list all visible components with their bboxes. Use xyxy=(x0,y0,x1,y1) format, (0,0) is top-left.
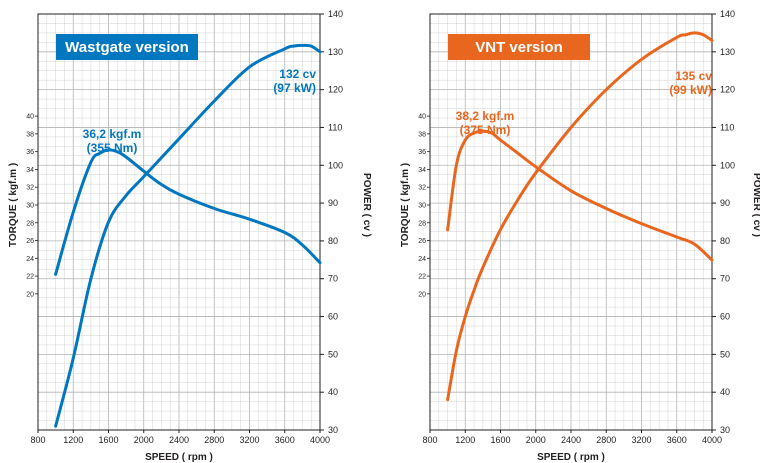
torque-tick-label: 38 xyxy=(26,131,34,138)
torque-tick-label: 34 xyxy=(418,167,426,174)
power-tick-label: 120 xyxy=(328,85,343,95)
torque-tick-label: 40 xyxy=(26,114,34,121)
power-tick-label: 40 xyxy=(720,387,730,397)
power-series-line xyxy=(446,31,714,402)
x-tick-label: 2400 xyxy=(169,435,189,445)
torque-tick-label: 20 xyxy=(26,291,34,298)
power-tick-label: 110 xyxy=(328,122,342,132)
torque-series-line xyxy=(446,129,714,262)
torque-tick-label: 32 xyxy=(418,185,426,192)
torque-tick-label: 38 xyxy=(418,131,426,138)
x-tick-label: 800 xyxy=(422,435,437,445)
power-axis-title: POWER ( cv ) xyxy=(361,173,372,237)
torque-peak-label: (355 Nm) xyxy=(87,141,138,155)
title-badge xyxy=(56,34,198,60)
x-tick-label: 2000 xyxy=(134,435,154,445)
power-axis-title: POWER ( cv ) xyxy=(751,173,760,237)
x-tick-label: 1200 xyxy=(63,435,83,445)
x-tick-label: 1200 xyxy=(455,435,475,445)
power-tick-label: 140 xyxy=(720,9,735,19)
power-tick-label: 100 xyxy=(720,160,735,170)
power-peak-label: 135 cv xyxy=(675,69,712,83)
chart-title: VNT version xyxy=(475,39,563,56)
torque-peak-label: (375 Nm) xyxy=(460,123,511,137)
torque-tick-label: 24 xyxy=(418,256,426,263)
power-peak-label: (97 kW) xyxy=(273,81,316,95)
power-tick-label: 30 xyxy=(720,425,730,435)
torque-peak-label: 38,2 kgf.m xyxy=(456,109,515,123)
x-tick-label: 2400 xyxy=(561,435,581,445)
torque-tick-label: 28 xyxy=(418,220,426,227)
x-tick-label: 2800 xyxy=(204,435,224,445)
x-tick-label: 3600 xyxy=(667,435,687,445)
x-tick-label: 1600 xyxy=(490,435,510,445)
power-tick-label: 80 xyxy=(720,236,730,246)
power-tick-label: 140 xyxy=(328,9,343,19)
x-tick-label: 4000 xyxy=(310,435,330,445)
torque-axis-title: TORQUE ( kgf.m ) xyxy=(400,163,411,247)
torque-tick-label: 36 xyxy=(418,149,426,156)
power-tick-label: 90 xyxy=(720,198,730,208)
power-tick-label: 30 xyxy=(328,425,338,435)
power-peak-label: (99 kW) xyxy=(669,83,712,97)
power-tick-label: 100 xyxy=(328,160,343,170)
chart-panel-2: 800 1200 1600 2000 2400 2800 3200 3600 400030405… xyxy=(400,9,760,463)
torque-axis-title: TORQUE ( kgf.m ) xyxy=(8,163,19,247)
x-tick-label: 2800 xyxy=(596,435,616,445)
x-tick-label: 3200 xyxy=(631,435,651,445)
power-tick-label: 130 xyxy=(720,47,735,57)
chart-title: Wastgate version xyxy=(65,39,189,56)
x-axis-title: SPEED ( rpm ) xyxy=(145,452,213,463)
torque-tick-label: 24 xyxy=(26,256,34,263)
power-tick-label: 50 xyxy=(328,349,338,359)
power-tick-label: 70 xyxy=(720,274,730,284)
power-tick-label: 110 xyxy=(720,122,734,132)
torque-tick-label: 26 xyxy=(26,238,34,245)
torque-tick-label: 30 xyxy=(26,202,34,209)
torque-tick-label: 22 xyxy=(418,274,426,281)
power-tick-label: 90 xyxy=(328,198,338,208)
torque-tick-label: 20 xyxy=(418,291,426,298)
title-badge xyxy=(448,34,590,60)
x-axis-title: SPEED ( rpm ) xyxy=(537,452,605,463)
x-tick-label: 1600 xyxy=(98,435,118,445)
torque-tick-label: 32 xyxy=(26,185,34,192)
torque-tick-label: 28 xyxy=(26,220,34,227)
torque-tick-label: 40 xyxy=(418,114,426,121)
power-series-line xyxy=(54,43,322,428)
x-tick-label: 3600 xyxy=(275,435,295,445)
x-tick-label: 3200 xyxy=(239,435,259,445)
power-peak-label: 132 cv xyxy=(279,67,316,81)
power-tick-label: 60 xyxy=(720,312,730,322)
x-tick-label: 2000 xyxy=(526,435,546,445)
power-tick-label: 50 xyxy=(720,349,730,359)
power-tick-label: 70 xyxy=(328,274,338,284)
torque-tick-label: 22 xyxy=(26,274,34,281)
torque-series-line xyxy=(54,148,322,276)
chart-panel-1: 800 1200 1600 2000 2400 2800 3200 3600 400030405… xyxy=(8,9,372,463)
power-tick-label: 80 xyxy=(328,236,338,246)
torque-tick-label: 30 xyxy=(418,202,426,209)
torque-tick-label: 26 xyxy=(418,238,426,245)
x-tick-label: 800 xyxy=(30,435,45,445)
power-tick-label: 40 xyxy=(328,387,338,397)
torque-tick-label: 36 xyxy=(26,149,34,156)
torque-peak-label: 36,2 kgf.m xyxy=(83,127,142,141)
x-tick-label: 4000 xyxy=(702,435,722,445)
power-tick-label: 130 xyxy=(328,47,343,57)
power-tick-label: 120 xyxy=(720,85,735,95)
torque-tick-label: 34 xyxy=(26,167,34,174)
power-tick-label: 60 xyxy=(328,312,338,322)
